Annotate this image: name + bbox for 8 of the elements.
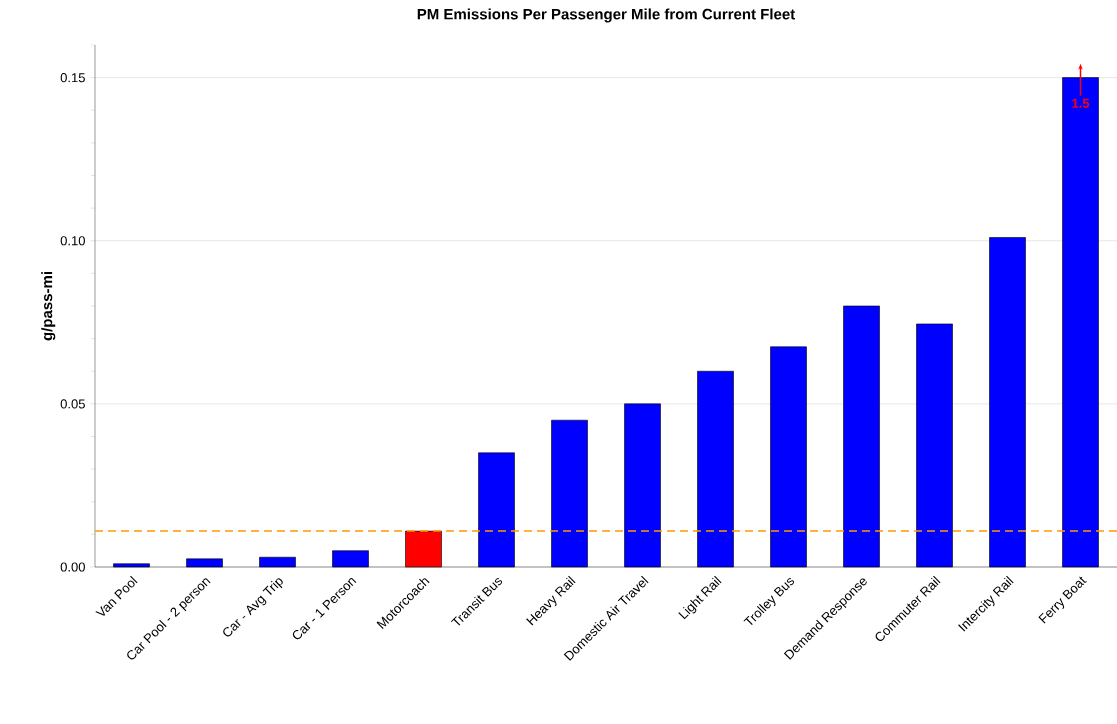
y-tick-label: 0.00 xyxy=(60,562,85,572)
y-tick-label: 0.05 xyxy=(60,399,85,409)
annotation: 1.5 xyxy=(1072,98,1090,108)
x-tick-label: Car - Avg Trip xyxy=(223,578,283,637)
y-axis-title: g/pass-mi xyxy=(41,272,56,341)
y-tick-label: 0.10 xyxy=(60,236,85,246)
chart-title: PM Emissions Per Passenger Mile from Current Fleet xyxy=(417,8,796,23)
y-tick-label: 0.15 xyxy=(60,73,85,83)
